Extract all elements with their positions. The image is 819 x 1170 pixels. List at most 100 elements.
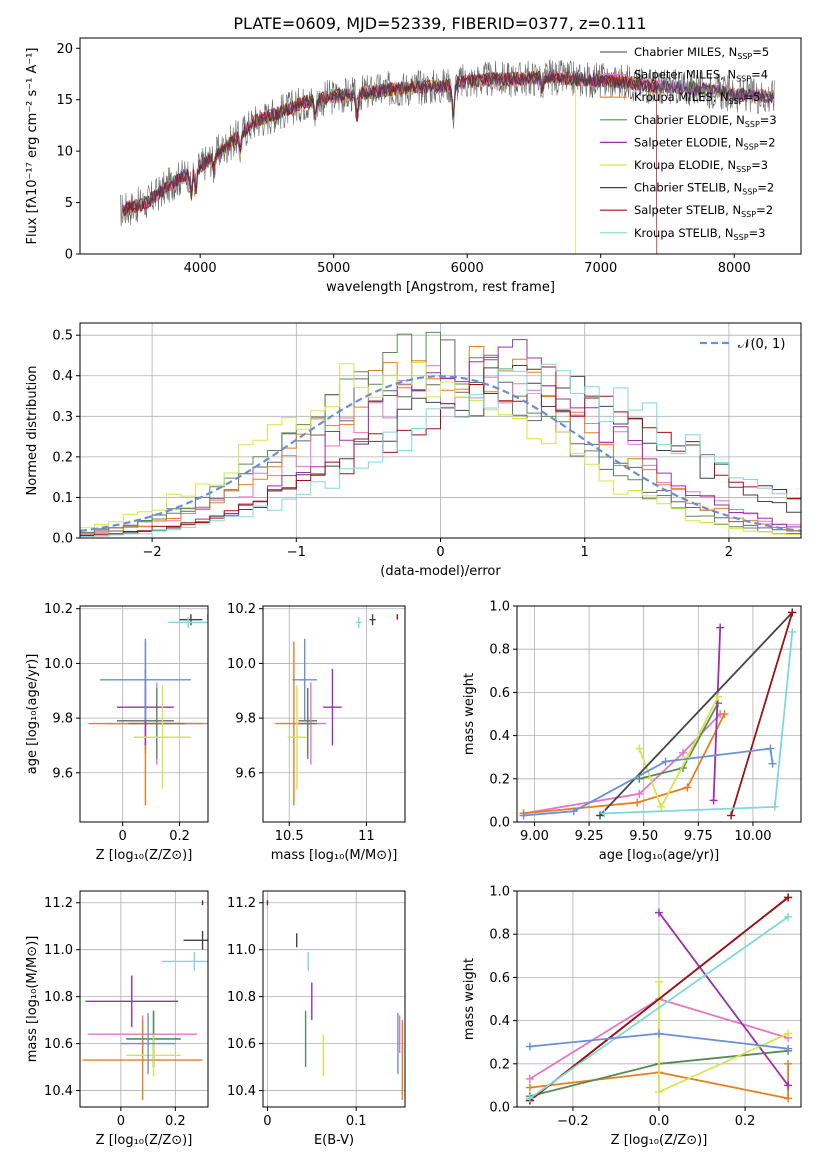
x-tick-label: 7000 (584, 261, 617, 276)
legend-label: Chabrier STELIB, NSSP=2 (634, 181, 774, 197)
chart-mass_weight_vs_Z: −0.2 0.0 0.2 0.0 0.2 0.4 0.6 0.8 1.0 Z [log₁₀(Z/Z… (462, 885, 802, 1148)
y-tick-label: 0 (65, 248, 73, 263)
residuals-plot-area (80, 331, 801, 538)
y-tick-label: 0.0 (52, 532, 73, 547)
y-tick-label: 9.8 (235, 712, 256, 727)
x-tick-label: 11 (358, 829, 375, 844)
y-tick-label: 10.2 (44, 602, 73, 617)
series-line (658, 912, 789, 1086)
x-tick-label: 4000 (184, 261, 217, 276)
y-tick-label: 10 (56, 145, 73, 160)
x-tick-label: 0.1 (346, 1114, 367, 1129)
y-tick-label: 0.6 (489, 686, 510, 701)
figure-title: PLATE=0609, MJD=52339, FIBERID=0377, z=0… (233, 14, 646, 33)
y-tick-label: 10.0 (44, 657, 73, 672)
y-tick-label: 10.8 (227, 990, 256, 1005)
y-tick-label: 0.5 (52, 329, 73, 344)
y-tick-label: 10.4 (227, 1084, 256, 1099)
x-tick-label: 9.75 (684, 829, 713, 844)
y-tick-label: 1.0 (489, 600, 510, 615)
x-axis-label: Z [log₁₀(Z/Z⊙)] (96, 848, 193, 863)
series-line (523, 713, 721, 815)
x-tick-label: 8000 (718, 261, 751, 276)
x-tick-label: −1 (287, 545, 306, 560)
y-tick-label: 0.8 (489, 643, 510, 658)
y-tick-label: 0.2 (52, 450, 73, 465)
x-tick-label: 10.5 (275, 829, 304, 844)
series-line (529, 916, 789, 1100)
y-tick-label: 10.0 (227, 657, 256, 672)
y-tick-label: 1.0 (489, 885, 510, 900)
x-axis-label: Z [log₁₀(Z/Z⊙)] (96, 1133, 193, 1148)
y-tick-label: 10.2 (227, 602, 256, 617)
series-line (730, 612, 794, 816)
y-tick-label: 0.1 (52, 491, 73, 506)
y-tick-label: 9.8 (52, 712, 73, 727)
x-axis-label: mass [log₁₀(M/M⊙)] (271, 848, 398, 863)
errorbar-plot-area (88, 614, 208, 806)
y-tick-label: 15 (56, 93, 73, 108)
x-axis-label: (data-model)/error (380, 564, 501, 579)
y-tick-label: 0.6 (489, 971, 510, 986)
x-tick-label: 0 (117, 1114, 125, 1129)
x-tick-label: −0.2 (557, 1114, 589, 1129)
series-line (529, 896, 789, 1102)
legend-label: 𝒩(0, 1) (738, 337, 785, 352)
x-tick-label: 0.2 (169, 829, 190, 844)
y-tick-label: 10.8 (44, 990, 73, 1005)
y-tick-label: 0.4 (489, 729, 510, 744)
y-tick-label: 0.0 (489, 1101, 510, 1116)
x-tick-label: 2 (725, 545, 733, 560)
spectrum-series-line (122, 71, 775, 217)
normal-curve (80, 375, 801, 532)
series-line (712, 627, 722, 801)
x-axis-label: Z [log₁₀(Z/Z⊙)] (611, 1133, 708, 1148)
y-tick-label: 11.0 (44, 943, 73, 958)
chart-age_vs_Z: 0 0.2 9.6 9.8 10.0 10.2 Z [log₁₀(Z/Z⊙)] age [lo… (25, 602, 209, 863)
x-tick-label: 9.50 (629, 829, 658, 844)
x-axis-label: wavelength [Angstrom, rest frame] (326, 280, 555, 295)
legend-label: Kroupa MILES, NSSP=5 (634, 90, 760, 106)
errorbar-plot-area (82, 900, 208, 1100)
legend-label: Chabrier ELODIE, NSSP=3 (634, 113, 777, 129)
y-axis-label: mass [log₁₀(M/M⊙)] (25, 936, 40, 1063)
series-line (599, 611, 793, 817)
legend-label: Kroupa ELODIE, NSSP=3 (634, 158, 768, 174)
y-tick-label: 5 (65, 196, 73, 211)
y-tick-label: 0.0 (489, 816, 510, 831)
x-tick-label: 9.00 (520, 829, 549, 844)
y-tick-label: 0.2 (489, 772, 510, 787)
y-tick-label: 0.3 (52, 410, 73, 425)
x-tick-label: −2 (143, 545, 162, 560)
x-axis-label: E(B-V) (314, 1133, 354, 1148)
series-line (523, 747, 774, 817)
x-tick-label: 0 (436, 545, 444, 560)
chart-mass_vs_ebv: 0 0.1 10.4 10.6 10.8 11.0 11.2 E(B-V) (227, 890, 406, 1148)
y-tick-label: 9.6 (52, 766, 73, 781)
x-tick-label: 0 (263, 1114, 271, 1129)
x-tick-label: 0.2 (165, 1114, 186, 1129)
y-tick-label: 10.6 (227, 1037, 256, 1052)
y-tick-label: 11.2 (44, 896, 73, 911)
y-axis-label: Flux [fλ10⁻¹⁷ erg cm⁻² s⁻¹ A⁻¹] (25, 48, 40, 245)
y-axis-label: mass weight (462, 673, 477, 755)
y-tick-label: 10.4 (44, 1084, 73, 1099)
axes-frame (79, 605, 209, 823)
x-tick-label: 5000 (317, 261, 350, 276)
y-axis-label: mass weight (462, 958, 477, 1040)
line-plot-area (525, 893, 793, 1105)
axes-frame (516, 605, 802, 823)
errorbar-plot-area (266, 900, 404, 1100)
legend-label: Salpeter ELODIE, NSSP=2 (634, 135, 776, 151)
y-axis-label: age [log₁₀(age/yr)] (25, 654, 40, 775)
errorbar-plot-area (275, 614, 398, 806)
axes-frame (79, 890, 209, 1108)
x-tick-label: 0.2 (735, 1114, 756, 1129)
series-line (639, 702, 719, 780)
y-tick-label: 0.4 (52, 369, 73, 384)
spectrum-plot-area (119, 58, 775, 254)
x-tick-label: 6000 (451, 261, 484, 276)
legend-label: Chabrier MILES, NSSP=5 (634, 45, 769, 61)
chart-mass_weight_vs_age: 9.00 9.25 9.50 9.75 10.00 0.0 0.2 0.4 0.6 0.8 1.0 a… (462, 600, 802, 863)
